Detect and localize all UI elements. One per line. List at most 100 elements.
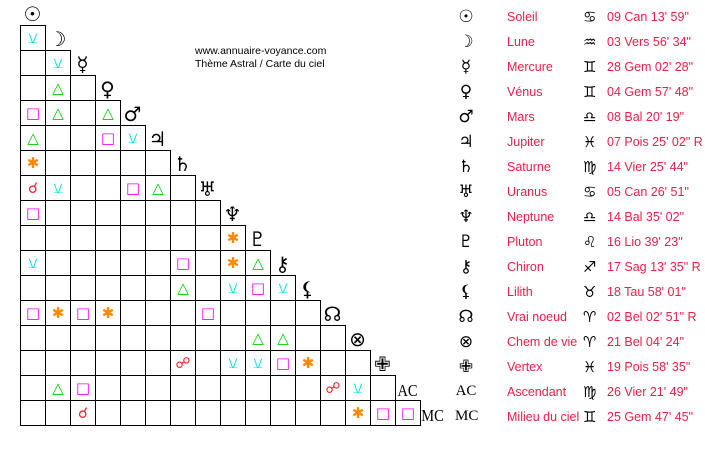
aspect-cell [320,350,346,376]
aspect-cell [70,125,96,151]
semisextile-aspect-icon: ⚺ [353,378,363,397]
aspect-cell: ✱ [45,300,71,326]
aspect-cell [120,400,146,426]
planet-position: 19 Pois 58' 35" [607,359,691,374]
planet-row: ♀ Vénus ♊ 04 Gem 57' 48" [455,79,705,104]
aspect-cell [220,400,246,426]
zodiac-sign-icon: ♈ [583,332,597,351]
planet-name: Mercure [507,59,553,74]
aspect-cell: △ [245,325,271,351]
aspect-cell: ✱ [295,350,321,376]
aspect-cell [70,200,96,226]
planet-position: 03 Vers 56' 34" [607,34,691,49]
aspect-cell [145,375,171,401]
square-aspect-icon: □ [25,103,41,122]
trine-aspect-icon: △ [102,103,114,122]
aspect-cell [45,275,71,301]
aspect-cell [45,400,71,426]
planet-name: Vertex [507,359,543,374]
aspect-cell [295,325,321,351]
semisextile-aspect-icon: ⚺ [53,53,63,72]
aspect-cell [145,300,171,326]
aspect-cell [120,275,146,301]
aspect-cell [270,375,296,401]
aspect-cell: ⚺ [270,275,296,301]
aspect-cell [170,200,196,226]
aspect-cell [45,150,71,176]
zodiac-sign-icon: ♓ [583,132,597,151]
zodiac-sign-icon: ♒ [583,32,597,51]
trine-aspect-icon: △ [252,253,264,272]
aspect-cell: □ [70,300,96,326]
aspect-cell [145,225,171,251]
aspect-cell [195,225,221,251]
aspect-cell [95,400,121,426]
aspect-cell [45,325,71,351]
trine-aspect-icon: △ [52,78,64,97]
grid-body-glyph-icon: MC [421,406,444,425]
planet-row: ♇ Pluton ♌ 16 Lio 39' 23" [455,229,705,254]
aspect-cell: △ [270,325,296,351]
sextile-aspect-icon: ✱ [301,353,315,372]
conjunction-aspect-icon: ☌ [27,178,39,197]
aspect-cell [170,300,196,326]
planet-row: ⚷ Chiron ♐ 17 Sag 13' 35" R [455,254,705,279]
trine-aspect-icon: △ [27,128,39,147]
aspect-cell: □ [195,300,221,326]
zodiac-sign-icon: ♊ [583,57,597,76]
grid-body-glyph-icon: ☽ [48,27,67,51]
aspect-cell [95,350,121,376]
aspect-cell [145,275,171,301]
grid-body-glyph-icon: AC [397,381,418,400]
semisextile-aspect-icon: ⚺ [53,178,63,197]
aspect-cell: □ [370,400,396,426]
aspect-cell [120,150,146,176]
planet-position: 09 Can 13' 59" [607,9,689,24]
zodiac-sign-icon: ♋ [583,7,597,26]
zodiac-sign-icon: ♉ [583,282,597,301]
aspect-cell: □ [20,200,46,226]
planet-glyph-icon: AC [455,383,477,399]
semisextile-aspect-icon: ⚺ [228,278,238,297]
aspect-cell [295,375,321,401]
semisextile-aspect-icon: ⚺ [128,128,138,147]
planet-name: Lune [507,34,535,49]
aspect-cell: △ [145,175,171,201]
zodiac-sign-icon: ♎ [583,207,597,226]
planet-glyph-icon: ⚸ [459,281,473,302]
square-aspect-icon: □ [25,303,41,322]
planet-position: 05 Can 26' 51" [607,184,689,199]
square-aspect-icon: □ [175,253,191,272]
planet-name: Vénus [507,84,543,99]
grid-body-glyph-icon: ♅ [198,177,217,201]
zodiac-sign-icon: ♋ [583,182,597,201]
aspect-cell [95,325,121,351]
planet-row: AC Ascendant ♍ 26 Vier 21' 49" [455,379,705,404]
aspect-cell [195,200,221,226]
aspect-cell [170,325,196,351]
planet-row: ☿ Mercure ♊ 28 Gem 02' 28" [455,54,705,79]
grid-body-glyph-icon: ♄ [173,152,192,176]
planet-glyph-icon: ♃ [458,131,474,152]
chart-subtitle: Thème Astral / Carte du ciel [195,58,325,70]
aspect-cell [195,350,221,376]
sextile-aspect-icon: ✱ [226,228,240,247]
aspect-cell: □ [245,275,271,301]
planet-glyph-icon: ⊗ [458,331,474,352]
aspect-cell [145,250,171,276]
planet-glyph-icon: ♀ [459,81,473,102]
planet-name: Neptune [507,209,555,224]
aspect-cell [170,375,196,401]
aspect-cell: ✱ [345,400,371,426]
aspect-cell [120,200,146,226]
aspect-cell [120,350,146,376]
planet-glyph-icon: ☊ [458,306,474,327]
planet-glyph-icon: ☉ [458,6,474,27]
planet-position: 21 Bel 04' 24" [607,334,685,349]
aspect-cell [70,75,96,101]
trine-aspect-icon: △ [252,328,264,347]
aspect-cell [45,350,71,376]
planet-glyph-icon: ☿ [460,56,472,77]
zodiac-sign-icon: ♍ [583,157,597,176]
planet-name: Chem de vie [507,334,578,349]
